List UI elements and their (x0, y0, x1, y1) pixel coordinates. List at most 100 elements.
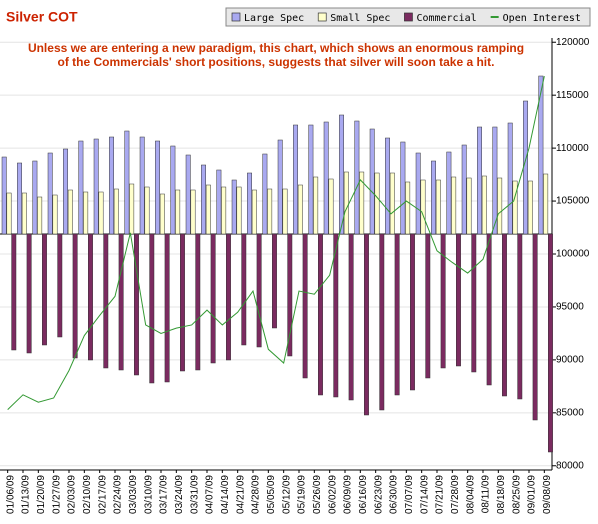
bar (231, 179, 237, 235)
bar (308, 124, 314, 235)
bar (277, 139, 283, 235)
x-tick-label: 02/24/09 (113, 475, 124, 514)
bar (144, 186, 150, 235)
x-tick-label: 08/11/09 (481, 475, 492, 514)
x-tick-label: 01/06/09 (5, 475, 16, 514)
bar (195, 233, 201, 371)
x-tick-label: 08/04/09 (465, 475, 476, 514)
bar (175, 189, 181, 235)
bar (420, 179, 426, 235)
x-tick-label: 03/10/09 (143, 475, 154, 514)
x-tick-label: 03/17/09 (159, 475, 170, 514)
bar (323, 121, 329, 235)
x-tick-label: 07/28/09 (450, 475, 461, 514)
bar (364, 233, 369, 416)
bar (72, 233, 78, 359)
bar (548, 233, 553, 453)
bar (226, 233, 231, 361)
bar (343, 171, 349, 235)
bar (354, 120, 360, 235)
x-tick-label: 04/21/09 (235, 475, 246, 514)
x-tick-label: 06/16/09 (358, 475, 369, 514)
bar (241, 233, 247, 346)
x-tick-label: 03/24/09 (174, 475, 185, 514)
x-tick-label: 09/08/09 (542, 475, 553, 514)
x-tick-label: 06/09/09 (343, 475, 354, 514)
x-tick-label: 08/25/09 (511, 475, 522, 514)
bar (425, 233, 431, 379)
bar (446, 151, 452, 235)
bar (26, 233, 32, 354)
bar (201, 164, 206, 235)
bar (83, 191, 89, 235)
bar (124, 130, 130, 235)
y2-tick-label: 85000 (556, 407, 584, 418)
bar (1, 156, 7, 235)
bar (492, 126, 498, 235)
bar (103, 233, 109, 369)
bar (481, 175, 487, 235)
bar (37, 196, 43, 235)
bar (302, 233, 308, 379)
bar (6, 192, 12, 235)
x-tick-label: 07/21/09 (435, 475, 446, 514)
x-tick-label: 02/17/09 (97, 475, 108, 514)
x-tick-label: 06/23/09 (373, 475, 384, 514)
x-tick-label: 08/18/09 (496, 475, 507, 514)
bar (538, 75, 544, 235)
bar (477, 126, 482, 235)
bar (497, 177, 503, 235)
x-tick-label: 07/07/09 (404, 475, 415, 514)
bar (374, 172, 380, 235)
bar (52, 194, 58, 235)
bar (262, 153, 268, 235)
bar (164, 233, 170, 383)
line-series (7, 76, 545, 411)
bar (410, 233, 415, 391)
x-tick-label: 02/03/09 (67, 475, 78, 514)
bar (78, 140, 84, 235)
x-tick-label: 01/20/09 (36, 475, 47, 514)
x-tick-label: 02/10/09 (82, 475, 93, 514)
bar (21, 192, 27, 235)
bar (216, 169, 222, 235)
bar (139, 136, 145, 235)
bar (435, 179, 441, 235)
legend-swatch (317, 12, 327, 22)
bar (431, 160, 436, 235)
bar (32, 160, 38, 235)
bar (159, 193, 165, 235)
y2-tick-label: 105000 (556, 196, 590, 207)
x-tick-label: 06/02/09 (327, 475, 338, 514)
bar (42, 233, 47, 346)
bar (385, 137, 390, 235)
bar (251, 189, 257, 235)
x-tick-label: 09/01/09 (527, 475, 538, 514)
x-tick-label: 03/31/09 (189, 475, 200, 514)
x-tick-label: 05/12/09 (281, 475, 292, 514)
x-tick-label: 04/28/09 (251, 475, 262, 514)
bar (88, 233, 93, 361)
legend-label: Small Spec (330, 13, 390, 24)
bar (532, 233, 538, 421)
bar (394, 233, 400, 396)
y2-tick-label: 115000 (556, 90, 589, 101)
bar (190, 189, 196, 235)
bar (93, 138, 99, 235)
bar (297, 184, 303, 235)
bar (348, 233, 354, 401)
bar (456, 233, 461, 367)
x-tick-label: 03/03/09 (128, 475, 139, 514)
bar (109, 136, 114, 235)
x-tick-label: 06/30/09 (389, 475, 400, 514)
bar (328, 178, 334, 235)
bar (149, 233, 155, 384)
bar (369, 128, 375, 235)
bar (527, 180, 533, 235)
annotation: of the Commercials' short positions, sug… (58, 55, 495, 69)
bar (502, 233, 507, 397)
bar (113, 188, 119, 235)
y2-tick-label: 100000 (556, 249, 590, 260)
